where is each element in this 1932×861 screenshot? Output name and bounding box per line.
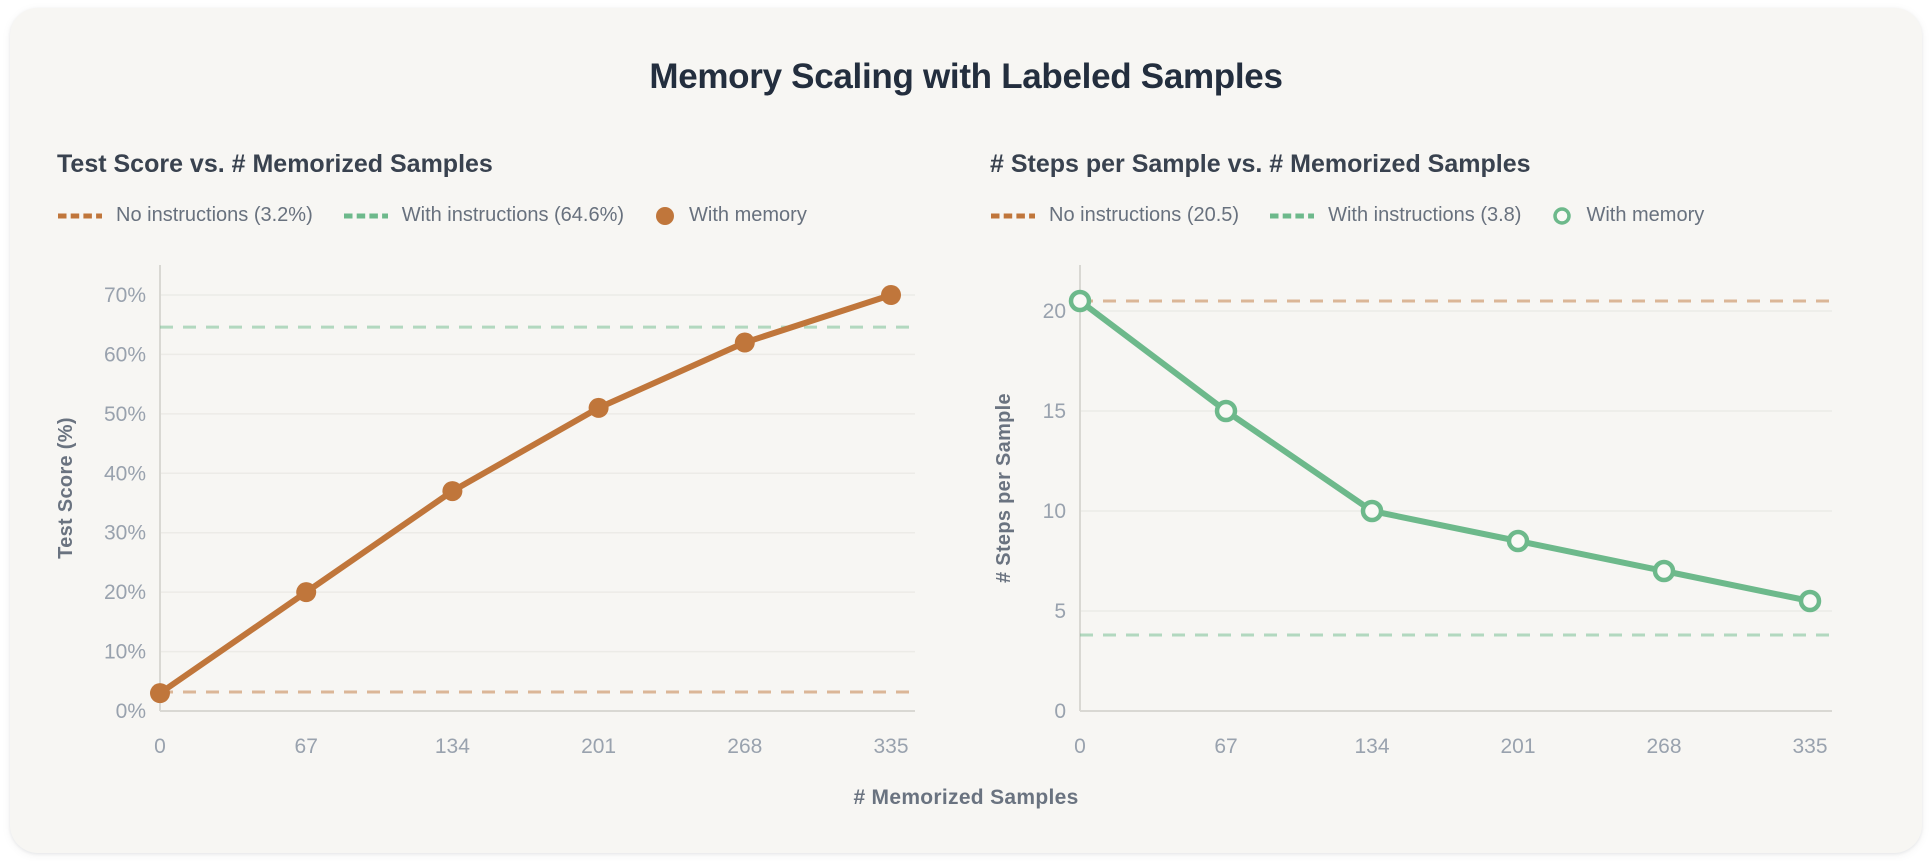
chart-title-steps-per-sample: # Steps per Sample vs. # Memorized Sampl…	[990, 150, 1531, 178]
legend-label: With memory	[1586, 204, 1705, 226]
data-point	[1360, 499, 1384, 523]
data-point	[296, 582, 317, 603]
x-tick-label: 335	[873, 735, 908, 758]
y-tick-label: 20	[1043, 300, 1066, 323]
legend-dash-swatch	[1270, 213, 1315, 218]
data-point	[734, 332, 755, 353]
x-tick-label: 67	[295, 735, 318, 758]
x-tick-label: 0	[1074, 735, 1086, 758]
y-tick-label: 30%	[104, 522, 146, 545]
figure-title: Memory Scaling with Labeled Samples	[649, 57, 1283, 96]
y-tick-label: 50%	[104, 403, 146, 426]
legend-label: With memory	[689, 204, 807, 226]
y-tick-label: 70%	[104, 284, 146, 307]
x-tick-label: 134	[1354, 735, 1389, 758]
y-tick-label: 5	[1054, 600, 1066, 623]
legend-label: No instructions (3.2%)	[116, 204, 313, 226]
x-tick-label: 134	[435, 735, 470, 758]
data-point	[881, 285, 901, 305]
y-tick-label: 10	[1043, 500, 1066, 523]
legend-test-score: No instructions (3.2%) With instructions …	[57, 204, 807, 227]
legend-label: No instructions (20.5)	[1049, 204, 1240, 226]
legend-dash-swatch	[991, 213, 1035, 218]
data-point	[150, 683, 170, 704]
y-tick-label: 60%	[104, 343, 146, 366]
x-tick-label: 0	[154, 735, 166, 758]
legend-label: With instructions (64.6%)	[401, 204, 625, 226]
legend-item: No instructions (3.2%)	[57, 204, 313, 227]
legend-open-dot-swatch	[1553, 206, 1572, 225]
x-tick-label: 268	[1646, 735, 1681, 758]
legend-item: With instructions (3.8)	[1269, 204, 1521, 227]
legend-steps-per-sample: No instructions (20.5) With instructions …	[990, 204, 1704, 227]
y-tick-label: 20%	[104, 581, 146, 604]
y-tick-label: 10%	[104, 641, 146, 664]
series-line	[1077, 298, 1813, 604]
chart-card	[10, 8, 1922, 853]
x-tick-label: 335	[1792, 735, 1827, 758]
chart-title-test-score: Test Score vs. # Memorized Samples	[57, 150, 493, 178]
x-tick-label: 201	[581, 735, 616, 758]
legend-filled-dot-swatch	[656, 206, 675, 225]
legend-label: With instructions (3.8)	[1328, 204, 1522, 226]
data-point	[1506, 529, 1530, 553]
legend-item: With instructions (64.6%)	[343, 204, 624, 227]
data-point	[1652, 559, 1676, 583]
data-point	[1214, 399, 1238, 423]
data-point	[1068, 289, 1092, 313]
legend-item: With memory	[654, 204, 807, 227]
x-tick-label: 67	[1214, 735, 1237, 758]
legend-item: With memory	[1551, 204, 1704, 227]
shared-x-axis-title: # Memorized Samples	[853, 786, 1079, 809]
y-tick-label: 0%	[116, 700, 146, 723]
y-tick-label: 15	[1043, 400, 1066, 423]
x-tick-label: 268	[727, 735, 762, 758]
legend-item: No instructions (20.5)	[990, 204, 1239, 227]
legend-dash-swatch	[343, 213, 388, 218]
data-point	[1798, 589, 1822, 613]
y-axis-title: Test Score (%)	[55, 417, 77, 559]
y-axis-title: # Steps per Sample	[993, 393, 1015, 583]
legend-dash-swatch	[58, 213, 102, 218]
data-point	[588, 397, 609, 418]
y-tick-label: 0	[1054, 700, 1066, 723]
x-tick-label: 201	[1500, 735, 1535, 758]
series-line	[157, 292, 894, 697]
y-tick-label: 40%	[104, 462, 146, 485]
data-point	[442, 481, 463, 502]
